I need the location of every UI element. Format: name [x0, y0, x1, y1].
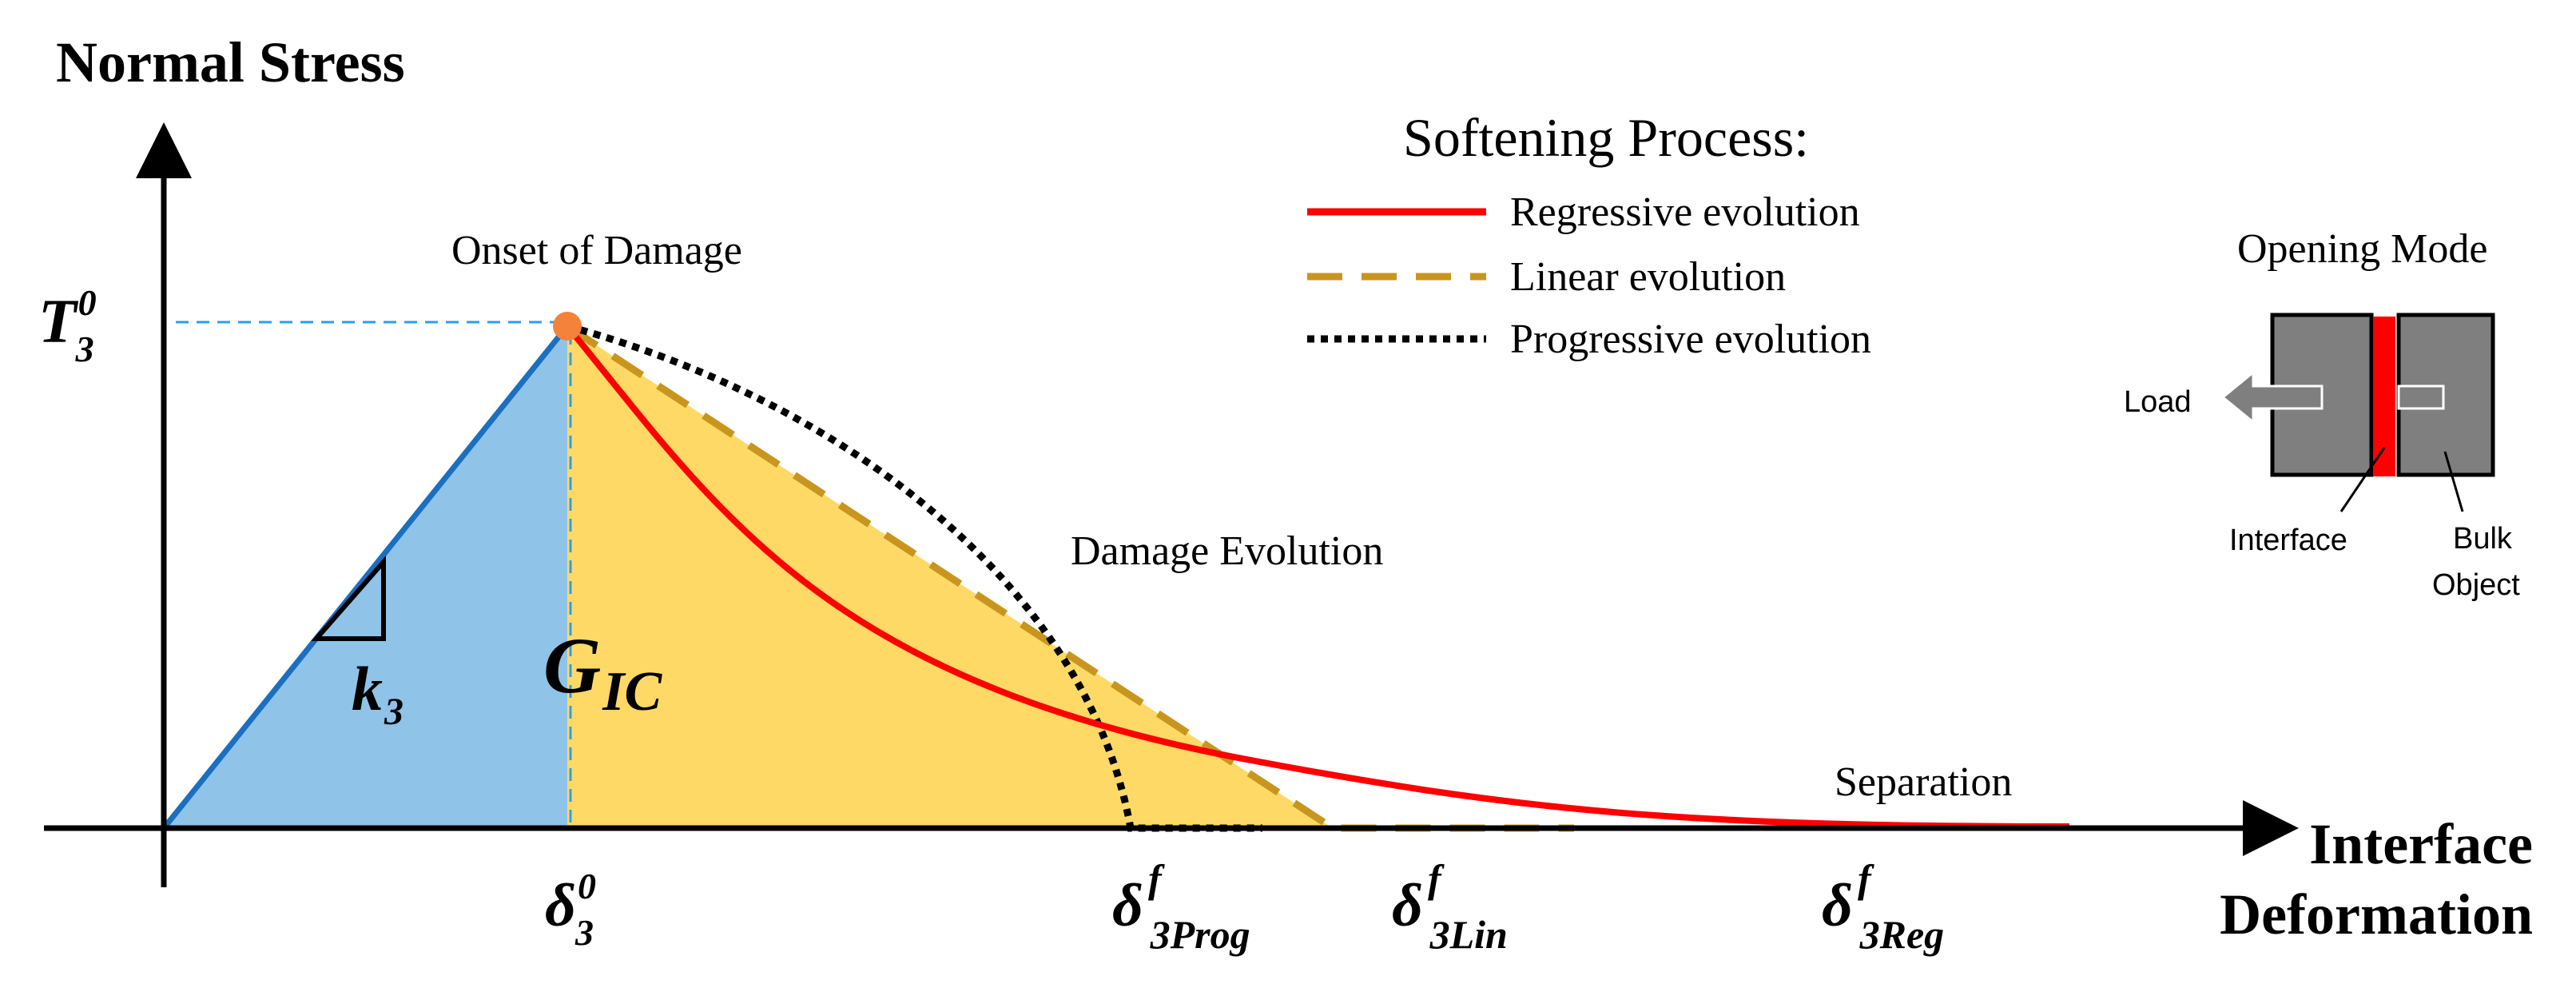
separation-label: Separation: [1835, 759, 2012, 805]
linear-evolution-curve: [565, 323, 1574, 832]
stiffness-slope-triangle: [311, 556, 386, 641]
y-axis-label: Normal Stress: [56, 30, 405, 94]
interface-layer: [2373, 317, 2395, 476]
bulk-leader-line: [2443, 451, 2464, 512]
regressive-failure-displacement-symbol: δ f 3Reg: [1822, 856, 1944, 957]
progressive-failure-displacement-symbol: δ f 3Prog: [1112, 856, 1250, 957]
opening-mode-inset: Opening Mode Load Interface Bulk Object: [2124, 226, 2520, 602]
legend-linear-label: Linear evolution: [1510, 254, 1786, 300]
legend-progressive-label: Progressive evolution: [1510, 317, 1871, 362]
damage-evolution-label: Damage Evolution: [1071, 528, 1383, 574]
progressive-evolution-curve: [566, 322, 1262, 832]
regressive-evolution-curve: [564, 324, 2070, 830]
bulk-label-line1: Bulk: [2453, 522, 2513, 556]
onset-displacement-symbol: δ0 3: [545, 866, 596, 953]
load-label: Load: [2124, 385, 2192, 419]
bulk-label-line2: Object: [2432, 568, 2520, 602]
x-axis-label-line2: Deformation: [2220, 882, 2533, 946]
legend: Softening Process: Regressive evolution …: [1307, 107, 1871, 362]
x-axis-label-line1: Interface: [2309, 812, 2533, 876]
elastic-loading-line: [161, 324, 570, 831]
legend-regressive-label: Regressive evolution: [1510, 189, 1860, 235]
right-load-arrow-inner: [2397, 384, 2445, 410]
left-load-arrow: [2220, 369, 2324, 425]
onset-of-damage-label: Onset of Damage: [451, 228, 742, 273]
peak-stress-symbol: T0 3: [38, 282, 97, 369]
interface-leader-line: [2339, 447, 2386, 512]
right-load-arrow-shaft: [2442, 386, 2458, 408]
fracture-energy-symbol: GIC: [543, 621, 662, 723]
legend-title: Softening Process:: [1403, 107, 1809, 168]
linear-failure-displacement-symbol: δ f 3Lin: [1392, 856, 1508, 957]
interface-label: Interface: [2229, 524, 2347, 557]
inset-title: Opening Mode: [2237, 226, 2487, 272]
onset-of-damage-marker: [553, 312, 582, 341]
stiffness-symbol: k3: [352, 654, 403, 733]
